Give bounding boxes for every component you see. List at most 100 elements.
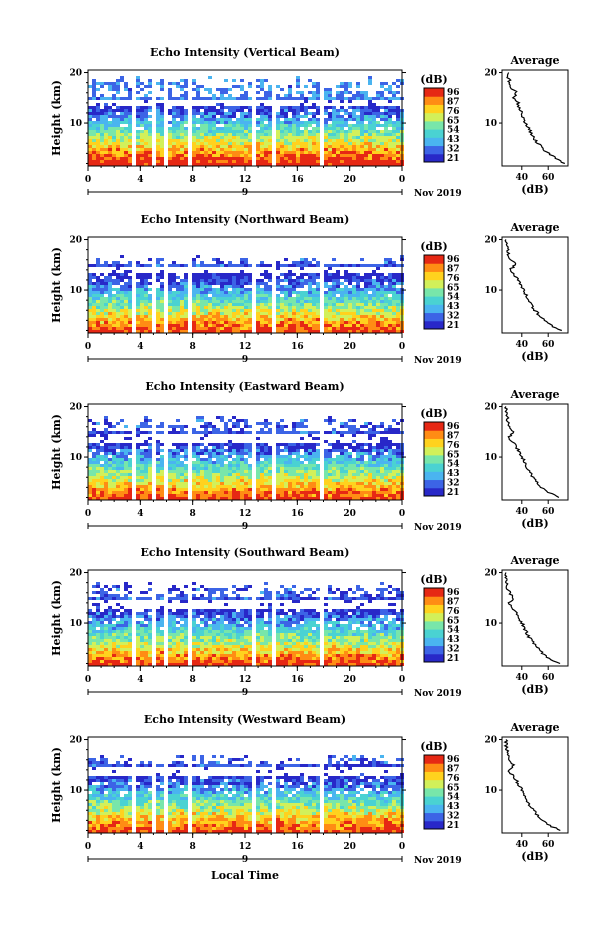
heatmap-cell: [300, 258, 304, 261]
heatmap-cell: [364, 294, 368, 297]
heatmap-cell: [120, 476, 124, 479]
heatmap-cell: [120, 446, 124, 449]
heatmap-cell: [348, 458, 352, 461]
colorbar-tick-label: 65: [447, 116, 460, 126]
heatmap-cell: [376, 282, 380, 285]
heatmap-cell: [316, 112, 320, 115]
heatmap-cell: [300, 264, 304, 267]
heatmap-cell: [300, 94, 304, 97]
heatmap-cell: [264, 324, 268, 327]
heatmap-cell: [156, 491, 160, 494]
heatmap-cell: [256, 151, 260, 154]
heatmap-cell: [388, 312, 392, 315]
heatmap-cell: [120, 154, 124, 157]
heatmap-cell: [288, 306, 292, 309]
heatmap-cell: [360, 115, 364, 118]
heatmap-cell: [248, 279, 252, 282]
heatmap-cell: [228, 419, 232, 422]
heatmap-cell: [264, 419, 268, 422]
heatmap-cell: [156, 488, 160, 491]
heatmap-cell: [304, 425, 308, 428]
heatmap-cell: [228, 321, 232, 324]
heatmap-cell: [228, 428, 232, 431]
heatmap-cell: [260, 82, 264, 85]
heatmap-cell: [300, 160, 304, 163]
heatmap-cell: [292, 127, 296, 130]
heatmap-cell: [168, 300, 172, 303]
heatmap-cell: [232, 142, 236, 145]
heatmap-cell: [292, 479, 296, 482]
heatmap-cell: [324, 494, 328, 497]
heatmap-cell: [300, 130, 304, 133]
colorbar-swatch: [424, 320, 444, 330]
heatmap-cell: [160, 127, 164, 130]
heatmap-cell: [240, 455, 244, 458]
heatmap-cell: [148, 82, 152, 85]
heatmap-cell: [336, 476, 340, 479]
heatmap-cell: [348, 282, 352, 285]
heatmap-cell: [204, 452, 208, 455]
heatmap-cell: [160, 139, 164, 142]
heatmap-cell: [156, 303, 160, 306]
heatmap-cell: [220, 285, 224, 288]
heatmap-cell: [348, 443, 352, 446]
heatmap-cell: [308, 443, 312, 446]
heatmap-cell: [244, 306, 248, 309]
heatmap-cell: [324, 488, 328, 491]
heatmap-cell: [296, 491, 300, 494]
heatmap-cell: [372, 294, 376, 297]
heatmap-cell: [148, 303, 152, 306]
heatmap-cell: [292, 264, 296, 267]
heatmap-cell: [168, 112, 172, 115]
heatmap-cell: [200, 261, 204, 264]
heatmap-cell: [348, 118, 352, 121]
heatmap-cell: [356, 294, 360, 297]
heatmap-cell: [364, 324, 368, 327]
heatmap-cell: [204, 285, 208, 288]
heatmap-cell: [316, 127, 320, 130]
heatmap-cell: [368, 443, 372, 446]
date-marker: 9: [242, 355, 248, 365]
heatmap-cell: [100, 431, 104, 434]
heatmap-cell: [108, 479, 112, 482]
heatmap-cell: [240, 306, 244, 309]
heatmap-cell: [240, 464, 244, 467]
heatmap-cell: [336, 455, 340, 458]
heatmap-cell: [144, 264, 148, 267]
heatmap-cell: [220, 112, 224, 115]
heatmap-cell: [148, 473, 152, 476]
heatmap-cell: [332, 297, 336, 300]
heatmap-cell: [308, 160, 312, 163]
heatmap-cell: [392, 82, 396, 85]
colorbar-tick-label: 87: [447, 431, 460, 441]
heatmap-cell: [360, 139, 364, 142]
heatmap-cell: [176, 82, 180, 85]
heatmap-cell: [168, 136, 172, 139]
heatmap-cell: [356, 330, 360, 333]
heatmap-cell: [312, 273, 316, 276]
heatmap-cell: [232, 470, 236, 473]
heatmap-cell: [380, 476, 384, 479]
heatmap-cell: [304, 494, 308, 497]
heatmap-cell: [88, 491, 92, 494]
heatmap-cell: [100, 145, 104, 148]
heatmap-cell: [212, 124, 216, 127]
heatmap-cell: [204, 485, 208, 488]
heatmap-cell: [260, 139, 264, 142]
heatmap-cell: [264, 491, 268, 494]
heatmap-cell: [380, 458, 384, 461]
heatmap-cell: [124, 276, 128, 279]
y-axis-label: Height (km): [50, 247, 63, 323]
heatmap-cell: [392, 127, 396, 130]
heatmap-cell: [288, 270, 292, 273]
heatmap-cell: [192, 148, 196, 151]
heatmap-cell: [260, 88, 264, 91]
heatmap-cell: [312, 482, 316, 485]
heatmap-cell: [140, 157, 144, 160]
heatmap-cell: [368, 130, 372, 133]
heatmap-cell: [180, 443, 184, 446]
heatmap-cell: [340, 434, 344, 437]
heatmap-cell: [168, 139, 172, 142]
heatmap-cell: [232, 133, 236, 136]
heatmap-cell: [220, 97, 224, 100]
